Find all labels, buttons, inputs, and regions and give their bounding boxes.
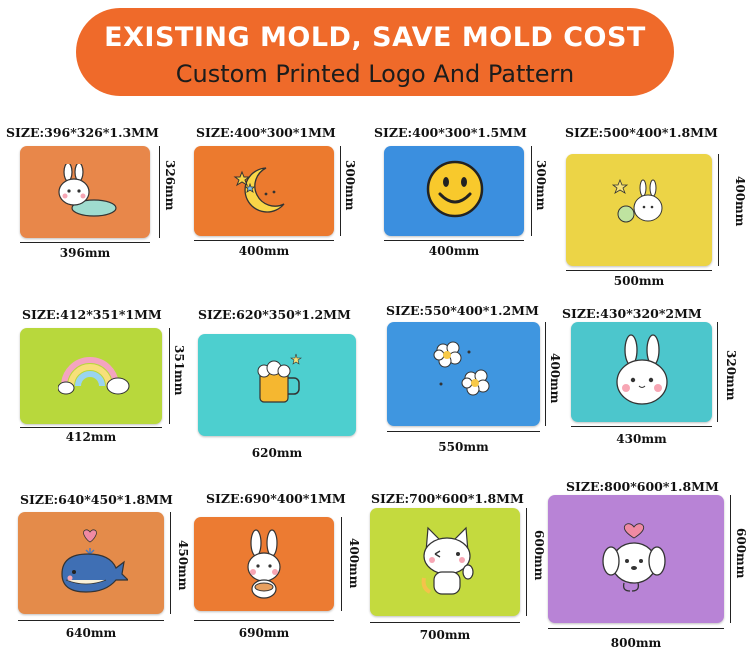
width-dimension-line — [370, 622, 520, 623]
height-label: 450mm — [176, 540, 190, 591]
width-label: 430mm — [616, 432, 667, 446]
height-label: 300mm — [343, 160, 357, 211]
height-dimension-line — [717, 322, 718, 422]
mat-swatch — [20, 328, 162, 424]
flowers-icon — [433, 341, 490, 396]
height-dimension-line — [531, 146, 532, 236]
moon-stars-icon — [233, 167, 285, 213]
size-label: SIZE:700*600*1.8MM — [371, 491, 524, 506]
height-dimension-line — [170, 512, 171, 614]
height-label: 326mm — [163, 160, 177, 211]
mat-swatch — [387, 322, 540, 426]
mat-swatch — [571, 322, 712, 422]
mat-swatch — [548, 495, 724, 623]
height-label: 351mm — [172, 345, 186, 396]
size-label: SIZE:620*350*1.2MM — [198, 307, 351, 322]
width-dimension-line — [18, 620, 164, 621]
bunny-sparkle-icon — [612, 178, 663, 223]
width-dimension-line — [20, 242, 150, 243]
mat-swatch — [198, 334, 356, 436]
width-dimension-line — [384, 240, 524, 241]
height-dimension-line — [341, 517, 342, 611]
width-label: 620mm — [251, 446, 303, 460]
height-dimension-line — [340, 146, 341, 236]
mat-swatch — [194, 146, 334, 236]
size-label: SIZE:396*326*1.3MM — [6, 125, 159, 140]
banner-headline: EXISTING MOLD, SAVE MOLD COST — [104, 22, 646, 53]
width-label: 550mm — [438, 440, 489, 454]
height-label: 320mm — [724, 350, 738, 401]
height-dimension-line — [169, 328, 170, 424]
puppy-heart-icon — [602, 523, 666, 592]
height-dimension-line — [159, 146, 160, 238]
width-dimension-line — [548, 628, 724, 629]
height-dimension-line — [545, 322, 546, 426]
height-label: 600mm — [734, 528, 748, 579]
width-dimension-line — [571, 426, 712, 427]
size-label: SIZE:640*450*1.8MM — [20, 492, 173, 507]
cat-waving-icon — [421, 526, 474, 595]
mat-swatch — [370, 508, 520, 616]
height-label: 400mm — [347, 538, 361, 589]
width-label: 640mm — [65, 626, 117, 640]
height-dimension-line — [526, 508, 527, 616]
beer-mug-icon — [257, 353, 302, 403]
bunny-holding-icon — [247, 529, 281, 599]
width-label: 700mm — [419, 628, 471, 642]
bunny-lying-icon — [58, 164, 117, 217]
height-label: 600mm — [532, 530, 546, 581]
mat-swatch — [384, 146, 524, 236]
whale-icon — [61, 529, 128, 593]
height-label: 300mm — [534, 160, 548, 211]
size-label: SIZE:800*600*1.8MM — [566, 479, 719, 494]
mat-swatch — [566, 154, 712, 266]
size-label: SIZE:550*400*1.2MM — [386, 303, 539, 318]
size-label: SIZE:400*300*1.5MM — [374, 125, 527, 140]
banner-subline: Custom Printed Logo And Pattern — [175, 60, 575, 88]
mat-swatch — [194, 517, 334, 611]
height-dimension-line — [718, 154, 719, 266]
width-label: 396mm — [59, 246, 111, 260]
height-label: 400mm — [548, 353, 562, 404]
width-label: 500mm — [613, 274, 665, 288]
size-label: SIZE:430*320*2MM — [562, 306, 702, 321]
width-dimension-line — [566, 270, 712, 271]
width-label: 412mm — [65, 430, 117, 444]
width-label: 800mm — [610, 636, 662, 650]
height-label: 400mm — [733, 176, 747, 227]
width-label: 400mm — [428, 244, 480, 258]
width-dimension-line — [20, 427, 162, 428]
size-label: SIZE:400*300*1MM — [196, 125, 336, 140]
size-label: SIZE:500*400*1.8MM — [565, 125, 718, 140]
mat-swatch — [20, 146, 150, 238]
width-dimension-line — [194, 620, 334, 621]
size-label: SIZE:690*400*1MM — [206, 491, 346, 506]
bunny-face-icon — [616, 334, 668, 405]
promo-banner: EXISTING MOLD, SAVE MOLD COST Custom Pri… — [76, 8, 674, 96]
width-label: 400mm — [238, 244, 290, 258]
size-label: SIZE:412*351*1MM — [22, 307, 162, 322]
mat-swatch — [18, 512, 164, 614]
smiley-face-icon — [426, 160, 484, 218]
width-label: 690mm — [238, 626, 290, 640]
rainbow-cloud-icon — [58, 357, 130, 395]
width-dimension-line — [194, 240, 334, 241]
width-dimension-line — [387, 431, 540, 432]
height-dimension-line — [730, 495, 731, 623]
